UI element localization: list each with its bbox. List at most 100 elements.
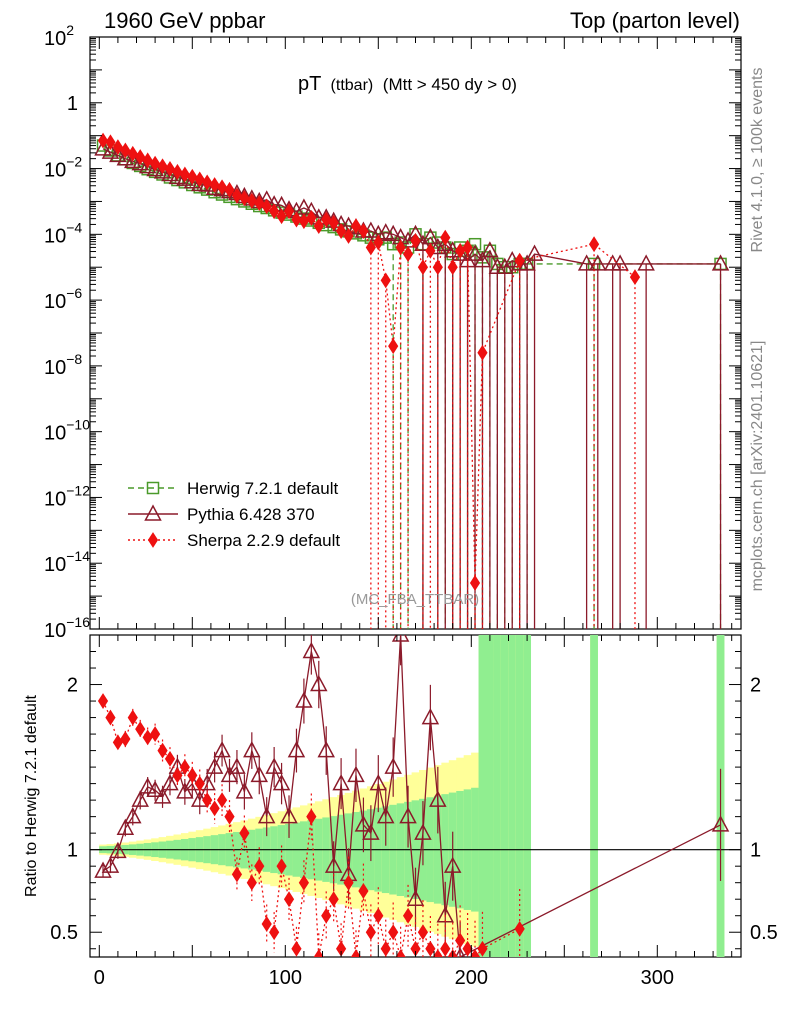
ratio-point-sherpa bbox=[209, 800, 220, 817]
legend-marker-herwig bbox=[146, 481, 160, 495]
main-y-tick-label: 10−16 bbox=[44, 614, 90, 642]
point-sherpa bbox=[365, 239, 376, 256]
ratio-point-pythia bbox=[101, 856, 120, 873]
main-y-tick-label: 10−12 bbox=[44, 482, 90, 510]
ratio-point-pythia bbox=[376, 807, 395, 824]
point-sherpa bbox=[97, 132, 109, 149]
ratio-band-inner bbox=[493, 635, 502, 957]
legend-marker-sherpa bbox=[147, 532, 159, 548]
ratio-point-pythia bbox=[317, 741, 335, 758]
ratio-point-sherpa bbox=[395, 949, 406, 957]
legend-label-herwig: Herwig 7.2.1 default bbox=[187, 479, 338, 498]
header-observable-group: Top (parton level) bbox=[570, 8, 740, 33]
point-sherpa bbox=[306, 209, 317, 226]
main-data bbox=[94, 132, 730, 629]
ratio-point-sherpa bbox=[358, 883, 369, 899]
ratio-y-tick-label-right: 1 bbox=[750, 840, 761, 862]
ratio-point-pythia bbox=[414, 823, 432, 840]
ratio-point-sherpa bbox=[425, 940, 436, 957]
ratio-point-sherpa bbox=[388, 924, 399, 941]
ratio-point-pythia bbox=[280, 807, 298, 824]
main-y-tick-label: 1 bbox=[67, 93, 78, 115]
point-sherpa bbox=[477, 344, 488, 361]
ratio-point-pythia bbox=[295, 691, 313, 708]
ratio-point-sherpa bbox=[239, 825, 250, 842]
point-pythia bbox=[451, 244, 469, 261]
ratio-point-sherpa bbox=[216, 792, 228, 809]
ratio-point-sherpa bbox=[224, 808, 235, 825]
point-sherpa bbox=[135, 149, 146, 165]
ratio-point-pythia bbox=[235, 782, 254, 799]
ratio-point-sherpa bbox=[283, 891, 295, 908]
legend-label-pythia: Pythia 6.428 370 bbox=[187, 505, 315, 524]
point-sherpa bbox=[402, 246, 414, 262]
ratio-point-sherpa bbox=[291, 940, 302, 957]
point-sherpa bbox=[410, 232, 421, 249]
point-pythia bbox=[109, 145, 127, 163]
point-sherpa bbox=[172, 163, 183, 180]
point-sherpa bbox=[417, 259, 429, 276]
point-sherpa bbox=[373, 234, 384, 251]
point-sherpa bbox=[462, 239, 473, 256]
point-sherpa bbox=[432, 259, 443, 276]
point-pythia bbox=[589, 254, 607, 271]
analysis-watermark: (MC_FBA_TTBAR) bbox=[351, 591, 479, 608]
point-pythia bbox=[611, 254, 629, 271]
point-sherpa bbox=[380, 272, 391, 289]
point-sherpa bbox=[224, 182, 235, 198]
ratio-point-sherpa bbox=[477, 940, 488, 957]
x-tick-labels: 0 100 200 300 bbox=[94, 967, 674, 989]
ratio-y-tick-label-right: 2 bbox=[750, 675, 761, 697]
legend-marker-pythia bbox=[144, 504, 162, 521]
ratio-point-sherpa bbox=[194, 775, 205, 792]
ratio-point-sherpa bbox=[164, 750, 176, 767]
ratio-point-pythia bbox=[347, 765, 365, 783]
ratio-y-tick-label: 1 bbox=[67, 840, 78, 862]
plot-title-sub: (ttbar) bbox=[331, 77, 374, 94]
point-sherpa bbox=[440, 229, 451, 246]
point-sherpa bbox=[105, 134, 116, 151]
point-sherpa bbox=[187, 168, 198, 185]
ratio-point-pythia bbox=[302, 641, 321, 659]
main-panel bbox=[89, 36, 742, 630]
mcplots-credit: mcplots.cern.ch [arXiv:2401.10621] bbox=[749, 341, 766, 592]
x-tick-label: 300 bbox=[641, 967, 674, 989]
point-sherpa bbox=[150, 155, 161, 172]
point-pythia bbox=[124, 151, 142, 169]
ratio-point-pythia bbox=[332, 774, 350, 791]
plot-title: pT (ttbar) (Mtt > 450 dy > 0) bbox=[298, 73, 517, 95]
point-sherpa bbox=[179, 166, 190, 183]
ratio-point-pythia bbox=[399, 807, 417, 824]
point-pythia bbox=[711, 254, 730, 271]
ratio-point-pythia bbox=[421, 707, 440, 725]
ratio-point-sherpa bbox=[105, 709, 116, 726]
point-sherpa bbox=[157, 158, 168, 175]
ratio-band-inner bbox=[515, 635, 524, 957]
ratio-point-sherpa bbox=[469, 949, 481, 957]
point-pythia bbox=[518, 254, 536, 271]
point-pythia bbox=[429, 237, 447, 255]
point-sherpa bbox=[425, 242, 436, 259]
point-sherpa bbox=[276, 208, 287, 225]
point-pythia bbox=[637, 254, 655, 271]
point-sherpa bbox=[231, 187, 243, 204]
legend: Herwig 7.2.1 default Pythia 6.428 370 Sher… bbox=[128, 479, 340, 550]
ratio-point-pythia bbox=[124, 807, 142, 824]
ratio-y-tick-label: 2 bbox=[67, 675, 78, 697]
ratio-point-sherpa bbox=[380, 940, 391, 957]
ratio-point-sherpa bbox=[417, 924, 429, 941]
point-pythia bbox=[101, 142, 120, 159]
point-sherpa bbox=[336, 223, 347, 239]
ratio-band-inner bbox=[523, 635, 532, 957]
ratio-point-pythia bbox=[138, 777, 157, 794]
ratio-point-sherpa bbox=[373, 907, 384, 924]
ratio-point-pythia bbox=[146, 780, 164, 797]
point-sherpa bbox=[269, 203, 280, 220]
main-y-tick-label: 10−4 bbox=[44, 219, 82, 247]
ratio-point-pythia bbox=[287, 741, 306, 758]
point-sherpa bbox=[261, 198, 272, 215]
point-sherpa bbox=[321, 211, 332, 228]
ratio-point-sherpa bbox=[402, 907, 414, 924]
ratio-band-inner bbox=[590, 635, 598, 957]
ratio-point-sherpa bbox=[365, 924, 376, 941]
